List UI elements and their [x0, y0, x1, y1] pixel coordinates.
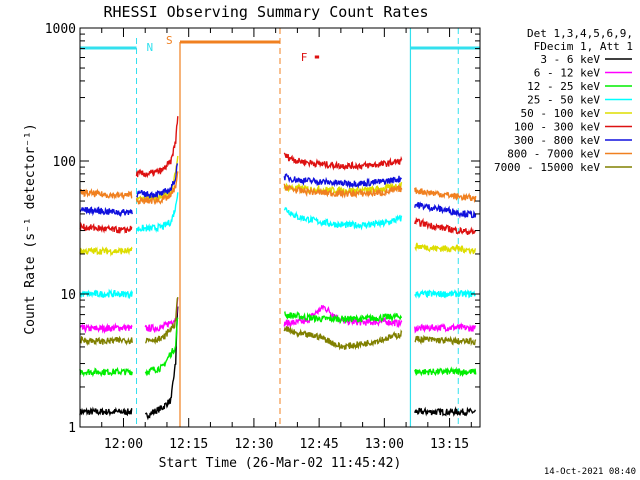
legend-entry-label: 7000 - 15000 keV [494, 161, 600, 174]
legend-entry-label: 100 - 300 keV [514, 121, 600, 134]
legend-entry-label: 6 - 12 keV [534, 67, 601, 80]
series-trace [144, 306, 179, 421]
x-tick-label: 12:30 [234, 437, 273, 452]
x-tick-label: 13:15 [430, 437, 469, 452]
series-100-300-kev [79, 116, 476, 235]
series-800-7000-kev [79, 171, 477, 206]
series-trace [79, 366, 133, 378]
series-trace [414, 366, 477, 378]
legend-entry-label: 800 - 7000 keV [507, 148, 600, 161]
series-trace [283, 325, 403, 351]
legend: Det 1,3,4,5,6,9,FDecim 1, Att 13 - 6 keV… [494, 27, 633, 174]
series-3-6-kev [79, 306, 477, 421]
x-tick-label: 12:45 [300, 437, 339, 452]
series-trace [145, 297, 179, 345]
x-tick-label: 13:00 [365, 437, 404, 452]
series-7000-15000-kev [79, 297, 477, 351]
series-6-12-kev [79, 297, 477, 335]
series-trace [136, 163, 178, 200]
legend-entry-label: 25 - 50 keV [527, 94, 600, 107]
series-trace [135, 116, 179, 179]
series-trace [79, 246, 133, 257]
series-trace [414, 187, 477, 203]
x-tick-label: 12:00 [104, 437, 143, 452]
series-trace [414, 288, 476, 299]
y-axis-label: Count Rate (s⁻¹ detector⁻¹) [23, 123, 38, 334]
series-trace [79, 335, 133, 346]
series-trace [79, 406, 133, 417]
series-trace [283, 183, 403, 199]
plot-frame [79, 27, 481, 428]
series-trace [79, 221, 133, 234]
x-axis-label: Start Time (26-Mar-02 11:45:42) [159, 456, 402, 471]
y-tick-label: 10 [60, 288, 76, 303]
y-tick-label: 100 [53, 155, 76, 170]
legend-header: FDecim 1, Att 1 [534, 40, 633, 53]
series-trace [283, 152, 403, 171]
legend-header: Det 1,3,4,5,6,9, [527, 27, 633, 40]
series-trace [135, 192, 179, 233]
y-tick-label: 1000 [45, 22, 76, 37]
series-layer [79, 116, 477, 421]
flag-s-label: S [166, 34, 173, 47]
series-trace [144, 317, 179, 377]
legend-entry-label: 12 - 25 keV [527, 80, 600, 93]
series-trace [414, 322, 477, 334]
series-12-25-kev [79, 310, 477, 378]
series-trace [414, 201, 477, 219]
series-300-800-kev [79, 163, 477, 219]
flag-n-label: N [147, 41, 154, 54]
y-tick-label: 1 [68, 421, 76, 436]
x-tick-label: 12:15 [169, 437, 208, 452]
flag-layer: NS F [80, 28, 480, 427]
series-trace [79, 206, 133, 218]
series-25-50-kev [79, 192, 476, 300]
flag-f-label: F [301, 51, 308, 64]
axes-layer: 1 10 100 1000 12:00 12:15 12:30 12:45 13:00 13:15 [45, 22, 480, 452]
series-trace [414, 334, 477, 347]
legend-entry-label: 300 - 800 keV [514, 134, 600, 147]
series-trace [283, 207, 403, 231]
series-trace [414, 217, 476, 235]
series-trace [135, 171, 179, 206]
legend-entry-label: 50 - 100 keV [521, 107, 601, 120]
timestamp: 14-Oct-2021 08:40 [544, 467, 636, 477]
series-trace [283, 173, 402, 190]
series-trace [414, 242, 477, 255]
series-trace [79, 187, 133, 201]
series-trace [414, 406, 477, 417]
legend-entry-label: 3 - 6 keV [540, 53, 600, 66]
series-trace [79, 322, 133, 335]
chart-title: RHESSI Observing Summary Count Rates [103, 3, 428, 21]
series-trace [79, 288, 133, 300]
series-trace [284, 310, 403, 325]
